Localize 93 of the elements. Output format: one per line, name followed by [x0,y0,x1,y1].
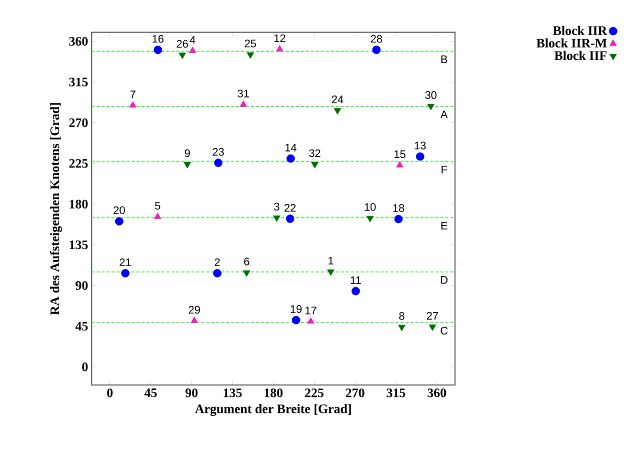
annotation: 30 [425,91,436,99]
x-tick-label: 315 [386,388,406,398]
point [240,100,248,107]
point [366,216,374,222]
point [427,104,434,110]
annotation: 20 [114,206,125,214]
point [394,214,403,224]
point [129,101,136,108]
annotation: 25 [244,40,256,48]
point [213,269,222,278]
legend-label: Block IIR [553,26,608,36]
ref-line-label: E [441,222,448,230]
point [276,45,284,52]
x-tick-label: 225 [305,388,324,398]
annotation: 31 [238,90,249,98]
x-tick-label: 270 [346,388,364,398]
annotation: 6 [244,258,250,266]
point [190,316,198,323]
point [273,216,280,222]
y-tick-label: 135 [70,240,88,250]
annotation: 21 [120,258,131,266]
annotation: 16 [152,34,164,43]
annotation: 8 [399,312,404,320]
annotation: 15 [394,150,406,158]
point [246,52,254,59]
annotation: 28 [370,34,382,43]
annotation: 24 [332,96,344,104]
legend-label: Block IIF [554,50,607,60]
y-tick-label: 45 [75,322,88,331]
annotation: 14 [285,144,296,152]
annotation: 3 [274,202,280,211]
annotation: 7 [130,90,136,98]
point [416,152,424,161]
ref-line-label: B [441,55,448,64]
annotation: 11 [350,276,361,284]
x-tick-label: 45 [144,388,157,398]
y-tick-label: 0 [82,362,88,372]
annotation: 18 [393,204,404,212]
point [154,46,162,54]
annotation: 19 [290,305,302,313]
point [178,52,186,60]
point [372,46,381,54]
annotation: 17 [306,306,316,314]
ref-line-label: C [440,326,448,335]
annotation: 23 [212,148,224,156]
point [115,217,124,226]
point [352,286,360,296]
point [121,269,130,278]
ref-line-label: F [442,166,448,174]
point [334,108,342,115]
point [396,161,404,168]
point [188,46,196,54]
point [292,316,300,324]
annotation: 12 [274,34,286,42]
y-tick-label: 180 [70,200,88,208]
annotation: 29 [188,306,200,314]
annotation: 27 [426,312,438,320]
point [311,162,318,168]
x-tick-label: 360 [428,388,446,398]
x-tick-label: 0 [107,388,113,398]
point [307,317,314,324]
annotation: 5 [155,202,160,210]
point [286,214,294,223]
ref-line-label: A [440,110,448,118]
annotation: 13 [414,142,426,150]
point [327,269,334,276]
annotation: 2 [214,258,220,266]
ref-line-label: D [441,276,448,284]
annotation: 32 [309,149,320,158]
annotation: 1 [328,256,334,264]
legend-label: Block IIR-M [536,38,607,48]
point [154,212,162,219]
point [243,270,250,277]
y-tick-label: 270 [69,118,88,128]
annotation: 10 [364,203,376,211]
x-tick-label: 90 [185,388,198,398]
annotation: 22 [284,204,296,212]
point [286,154,295,163]
point [428,324,436,331]
annotation: 26 [176,40,188,48]
y-axis-title: RA des Aufsteigenden Knotens [Grad] [50,103,62,315]
y-tick-label: 315 [69,78,88,86]
x-tick-label: 180 [264,388,283,398]
y-tick-label: 225 [69,159,88,168]
x-axis-title: Argument der Breite [Grad] [195,404,351,416]
point [184,162,191,168]
annotation: 4 [190,36,196,44]
y-tick-label: 90 [76,281,88,290]
point [398,324,406,332]
x-tick-label: 135 [224,388,242,398]
point [214,158,222,168]
y-tick-label: 360 [69,36,88,46]
annotation: 9 [184,149,190,158]
